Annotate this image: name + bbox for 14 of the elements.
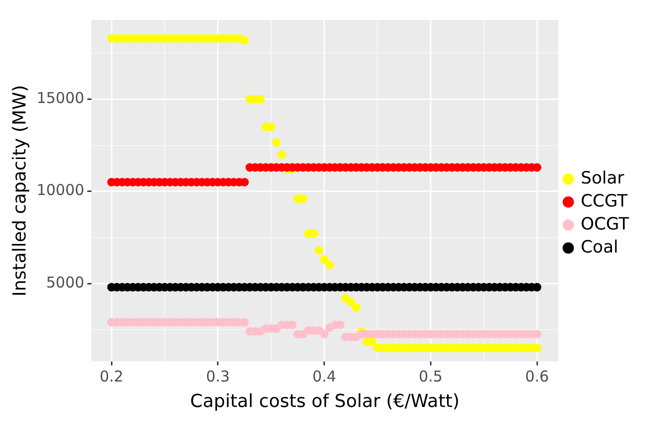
legend-label: Solar — [580, 168, 624, 188]
x-tick-label: 0.4 — [312, 367, 336, 386]
y-tick-label: 5000 — [46, 273, 84, 292]
y-tick-label: 10000 — [36, 181, 84, 200]
x-axis-title: Capital costs of Solar (€/Watt) — [190, 390, 460, 412]
legend-label: CCGT — [580, 191, 628, 212]
x-tick-label: 0.3 — [206, 367, 230, 386]
y-tick-label: 15000 — [36, 89, 84, 108]
y-axis-title: Installed capacity (MW) — [9, 84, 30, 296]
legend-label: Coal — [580, 237, 618, 258]
x-tick-label: 0.6 — [525, 367, 549, 386]
legend-label: OCGT — [580, 214, 630, 234]
x-tick-label: 0.5 — [418, 367, 443, 386]
x-tick-label: 0.2 — [100, 367, 124, 386]
